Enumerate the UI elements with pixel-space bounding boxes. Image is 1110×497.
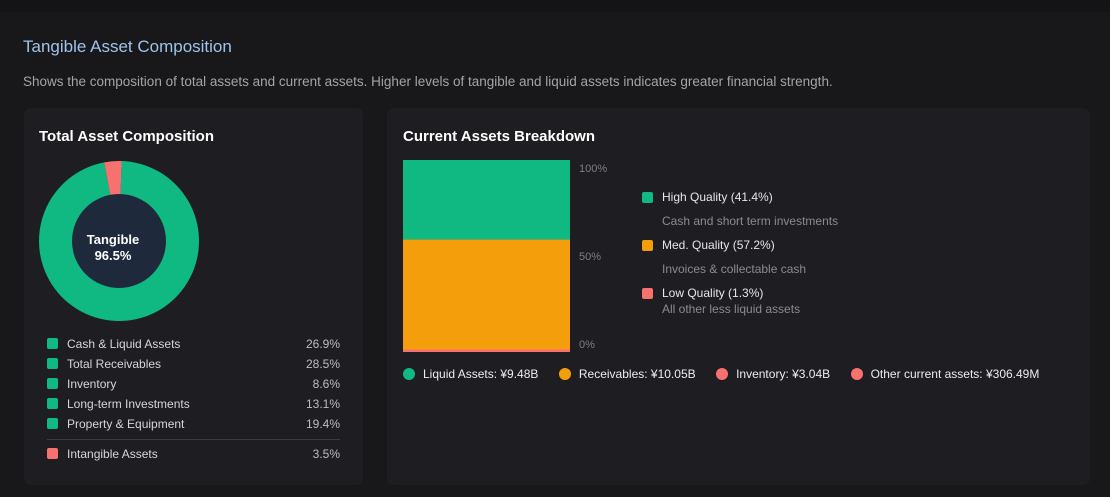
current-assets-legend: Liquid Assets: ¥9.48B Receivables: ¥10.0… bbox=[403, 365, 1055, 381]
quality-swatch bbox=[642, 192, 653, 203]
legend-label: Receivables: ¥10.05B bbox=[578, 367, 696, 381]
donut-chart bbox=[39, 161, 199, 321]
total-asset-title: Total Asset Composition bbox=[39, 128, 215, 145]
legend-item: Cash & Liquid Assets 26.9% bbox=[47, 335, 340, 355]
legend-swatch bbox=[47, 448, 58, 459]
legend-dot bbox=[558, 368, 571, 380]
quality-label: Med. Quality (57.2%) bbox=[662, 238, 775, 252]
axis-tick-0: 0% bbox=[579, 339, 595, 351]
page-subtitle: Shows the composition of total assets an… bbox=[23, 74, 833, 89]
legend-value: 19.4% bbox=[305, 417, 340, 431]
quality-desc: Cash and short term investments bbox=[662, 214, 839, 228]
legend-swatch bbox=[47, 398, 58, 409]
legend-value: 26.9% bbox=[305, 337, 340, 351]
legend-label: Inventory: ¥3.04B bbox=[736, 367, 831, 381]
legend-item: Property & Equipment 19.4% bbox=[47, 415, 340, 435]
legend-swatch bbox=[47, 358, 58, 369]
donut-center-value: 96.5% bbox=[94, 248, 132, 263]
legend-item: Total Receivables 28.5% bbox=[47, 355, 340, 375]
legend-label: Inventory bbox=[67, 377, 117, 391]
donut-center bbox=[72, 194, 166, 288]
legend-item-liquid: Liquid Assets: ¥9.48B bbox=[403, 366, 538, 382]
legend-item-receivables: Receivables: ¥10.05B bbox=[558, 366, 696, 382]
current-assets-title: Current Assets Breakdown bbox=[403, 128, 595, 145]
axis-tick-100: 100% bbox=[579, 163, 608, 175]
legend-item: Inventory 8.6% bbox=[47, 375, 340, 395]
quality-label: High Quality (41.4%) bbox=[662, 190, 773, 204]
donut-center-name: Tangible bbox=[86, 232, 140, 247]
legend-label: Long-term Investments bbox=[67, 397, 190, 411]
legend-swatch bbox=[47, 338, 58, 349]
current-assets-card: Current Assets Breakdown 100% 50% 0% Hig… bbox=[387, 108, 1090, 485]
legend-value: 3.5% bbox=[312, 447, 340, 461]
quality-desc: All other less liquid assets bbox=[662, 302, 801, 316]
quality-swatch bbox=[642, 240, 653, 251]
quality-label: Low Quality (1.3%) bbox=[662, 286, 764, 300]
total-asset-card: Total Asset Composition Tangible 96.5% C… bbox=[24, 108, 363, 485]
legend-item-intangible: Intangible Assets 3.5% bbox=[47, 445, 340, 465]
quality-desc: Invoices & collectable cash bbox=[662, 262, 807, 276]
legend-item-other: Other current assets: ¥306.49M bbox=[850, 366, 1040, 382]
legend-dot bbox=[850, 368, 863, 380]
legend-item: Long-term Investments 13.1% bbox=[47, 395, 340, 415]
donut-center-label: Tangible 96.5% bbox=[58, 232, 168, 264]
legend-label: Property & Equipment bbox=[67, 417, 185, 431]
stacked-bar-chart bbox=[403, 160, 570, 352]
legend-dot bbox=[403, 368, 415, 380]
legend-value: 13.1% bbox=[305, 397, 340, 411]
bar-segment-low bbox=[403, 349, 570, 352]
bar-segment-medium bbox=[403, 239, 570, 350]
bar-segment-high bbox=[403, 160, 570, 240]
legend-label: Total Receivables bbox=[67, 357, 162, 371]
legend-label: Intangible Assets bbox=[67, 447, 158, 461]
quality-swatch bbox=[642, 288, 653, 299]
legend-label: Cash & Liquid Assets bbox=[67, 337, 181, 351]
legend-value: 28.5% bbox=[305, 357, 340, 371]
legend-value: 8.6% bbox=[312, 377, 340, 391]
legend-dot bbox=[716, 368, 729, 380]
page-title: Tangible Asset Composition bbox=[23, 37, 232, 56]
legend-label: Liquid Assets: ¥9.48B bbox=[423, 367, 539, 381]
legend-label: Other current assets: ¥306.49M bbox=[870, 367, 1040, 381]
legend-swatch bbox=[47, 418, 58, 429]
legend-item-inventory: Inventory: ¥3.04B bbox=[716, 366, 830, 382]
total-asset-legend: Cash & Liquid Assets 26.9% Total Receiva… bbox=[47, 335, 340, 465]
legend-swatch bbox=[47, 378, 58, 389]
legend-divider bbox=[47, 439, 340, 440]
axis-tick-50: 50% bbox=[579, 251, 602, 263]
